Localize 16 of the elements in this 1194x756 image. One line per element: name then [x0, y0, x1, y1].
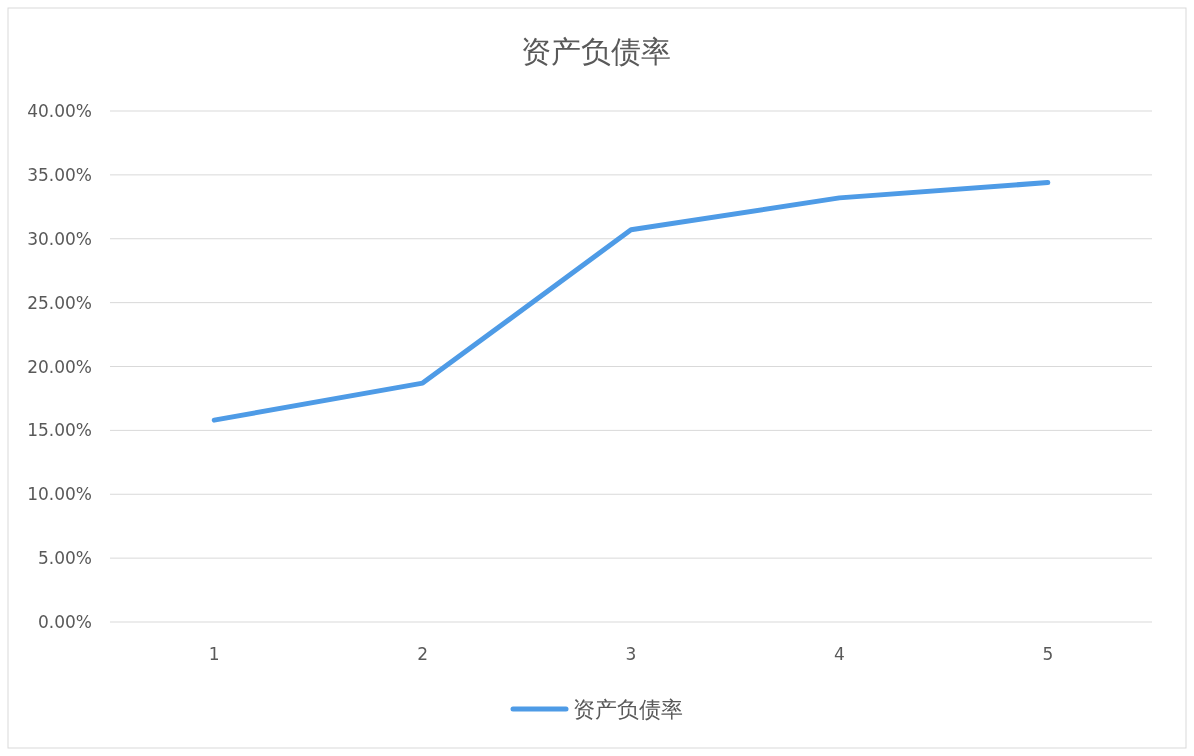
y-tick-label: 35.00%: [27, 164, 92, 185]
y-tick-label: 40.00%: [27, 101, 92, 121]
legend-label: 资产负债率: [573, 697, 683, 722]
y-tick-label: 15.00%: [27, 420, 92, 441]
y-tick-label: 25.00%: [27, 292, 92, 313]
y-tick-label: 20.00%: [27, 356, 92, 377]
chart-title: 资产负债率: [521, 34, 671, 69]
x-tick-label: 5: [1042, 644, 1054, 664]
y-tick-label: 30.00%: [27, 228, 92, 249]
x-tick-label: 2: [417, 644, 429, 664]
y-tick-label: 5.00%: [37, 548, 92, 569]
y-tick-label: 10.00%: [27, 484, 92, 505]
y-tick-label: 0.00%: [37, 612, 92, 632]
x-tick-label: 4: [833, 644, 845, 664]
x-tick-label: 3: [625, 644, 637, 664]
x-tick-label: 1: [208, 644, 220, 664]
